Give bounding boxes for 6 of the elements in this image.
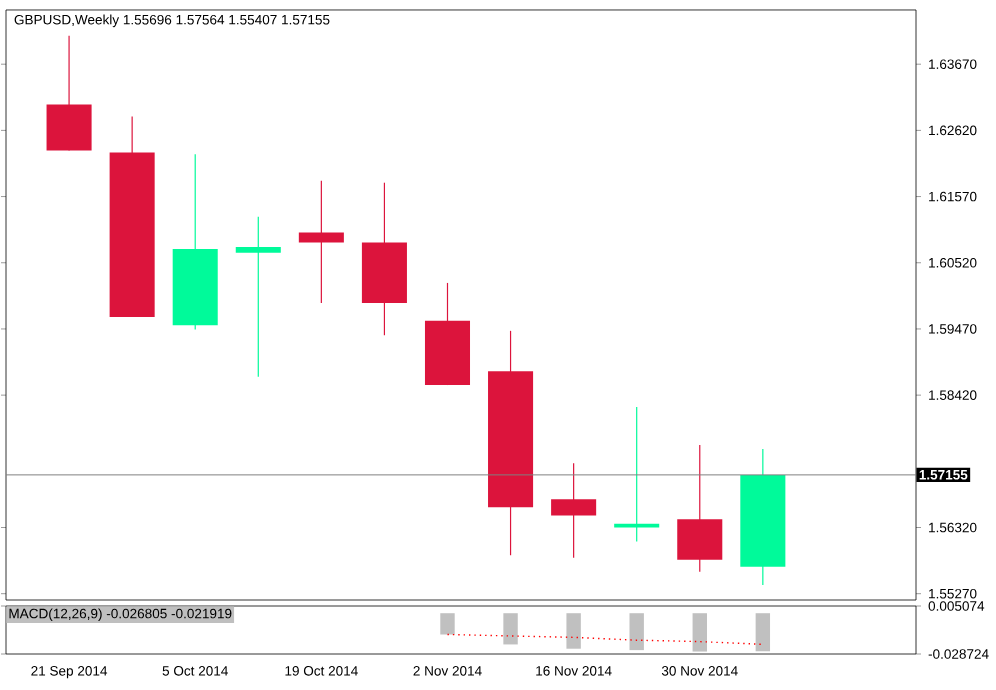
candlestick: [677, 444, 723, 573]
candlestick: [298, 180, 344, 304]
candlestick: [551, 462, 597, 559]
candlestick: [235, 216, 281, 378]
candlestick: [46, 35, 92, 152]
candlestick: [614, 406, 660, 542]
